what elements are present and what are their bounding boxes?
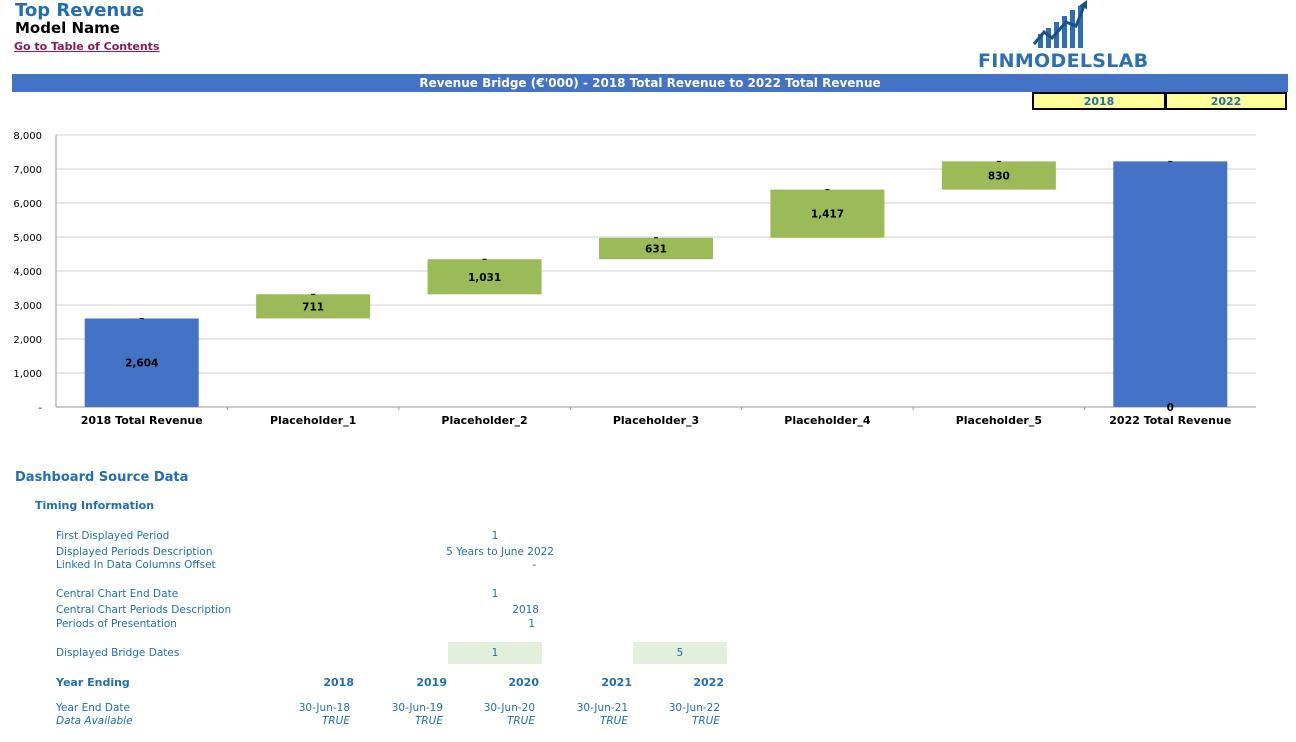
x-tick-label: 2018 Total Revenue [81, 414, 203, 427]
y-tick-label: 4,000 [13, 267, 42, 278]
finmodelslab-logo: FINMODELSLAB [976, 0, 1161, 72]
year-ending-2019: 2019 [416, 676, 447, 689]
year-end-date-2018: 30-Jun-18 [298, 702, 350, 714]
x-axis: 2018 Total Revenue Placeholder_1 Placehold… [81, 407, 1231, 427]
year-end-date-2021: 30-Jun-21 [576, 702, 628, 714]
bar-2 [256, 294, 371, 319]
start-year-box[interactable]: 2018 [1032, 92, 1166, 110]
data-label: 631 [645, 244, 667, 256]
dashboard-source-heading: Dashboard Source Data [15, 470, 189, 485]
year-end-date-2022: 30-Jun-22 [668, 702, 720, 714]
page-title: Top Revenue [15, 0, 145, 21]
x-tick-label: 2022 Total Revenue [1109, 414, 1231, 427]
bridge-end-input[interactable]: 5 [633, 642, 727, 664]
y-axis: - 1,000 2,000 3,000 4,000 5,000 6,000 7,000 8,00… [13, 131, 42, 414]
data-available-2022: TRUE [691, 715, 720, 727]
year-ending-2020: 2020 [508, 676, 539, 689]
central-chart-end-date-value: 1 [491, 588, 499, 600]
timing-info-heading: Timing Information [35, 499, 155, 512]
data-label: 2,604 [125, 358, 158, 370]
bar-4 [599, 237, 713, 260]
logo-text: FINMODELSLAB [978, 50, 1149, 72]
x-tick-label: Placeholder_5 [956, 414, 1042, 427]
linked-data-offset-value: - [532, 559, 536, 571]
bar-3 [427, 259, 542, 295]
end-year-box[interactable]: 2022 [1165, 92, 1287, 110]
year-ending-2021: 2021 [601, 676, 632, 689]
central-chart-periods-label: Central Chart Periods Description [56, 604, 232, 616]
data-label: 1,417 [811, 209, 844, 221]
central-chart-periods-value: 2018 [512, 604, 539, 616]
x-tick-label: Placeholder_4 [784, 414, 871, 427]
y-tick-label: 8,000 [13, 131, 42, 142]
year-ending-2022: 2022 [693, 676, 724, 689]
periods-of-presentation-label: Periods of Presentation [56, 618, 177, 630]
x-tick-label: Placeholder_3 [613, 414, 699, 427]
year-ending-label: Year Ending [56, 676, 130, 689]
data-label: 0 [1167, 402, 1174, 414]
y-tick-label: 7,000 [13, 165, 42, 176]
data-available-2020: TRUE [506, 715, 535, 727]
bar-5 [770, 189, 885, 238]
data-available-2018: TRUE [321, 715, 350, 727]
linked-data-offset-label: Linked In Data Columns Offset [56, 559, 216, 571]
bar-1 [84, 318, 199, 407]
y-tick-label: 6,000 [13, 199, 42, 210]
periods-of-presentation-value: 1 [528, 618, 535, 630]
data-available-2021: TRUE [599, 715, 628, 727]
central-chart-end-date-label: Central Chart End Date [56, 588, 179, 600]
x-tick-label: Placeholder_1 [270, 414, 356, 427]
table-of-contents-link[interactable]: Go to Table of Contents [14, 40, 160, 53]
bar-6 [941, 161, 1056, 190]
chart-grid [55, 134, 1256, 408]
displayed-periods-description-label: Displayed Periods Description [56, 546, 213, 558]
bar-7 [1113, 161, 1228, 407]
first-displayed-period-value: 1 [491, 530, 499, 542]
bridge-start-input[interactable]: 1 [448, 642, 542, 664]
y-tick-label: 1,000 [13, 369, 42, 380]
displayed-bridge-dates-label: Displayed Bridge Dates [56, 647, 180, 659]
y-tick-label: 3,000 [13, 301, 42, 312]
chart-banner: Revenue Bridge (€'000) - 2018 Total Reve… [12, 74, 1288, 92]
data-label: 1,031 [468, 272, 501, 284]
y-tick-label: 5,000 [13, 233, 42, 244]
y-tick-label: - [38, 403, 42, 414]
year-ending-2018: 2018 [323, 676, 354, 689]
chart-bars: 2,604 711 1,031 631 1,417 830 0 [84, 160, 1228, 414]
logo-chart-icon [1032, 0, 1087, 48]
y-tick-label: 2,000 [13, 335, 42, 346]
model-name: Model Name [15, 19, 120, 37]
data-available-2019: TRUE [414, 715, 443, 727]
revenue-bridge-chart: - 1,000 2,000 3,000 4,000 5,000 6,000 7,000 8,00… [13, 131, 1256, 427]
year-end-date-2020: 30-Jun-20 [483, 702, 535, 714]
data-available-label: Data Available [56, 715, 133, 727]
year-end-date-label: Year End Date [56, 702, 130, 714]
displayed-periods-description-value: 5 Years to June 2022 [446, 546, 554, 558]
first-displayed-period-label: First Displayed Period [56, 530, 170, 542]
year-end-date-2019: 30-Jun-19 [391, 702, 443, 714]
data-label: 711 [302, 301, 324, 313]
data-label: 830 [988, 170, 1010, 182]
x-tick-label: Placeholder_2 [441, 414, 527, 427]
